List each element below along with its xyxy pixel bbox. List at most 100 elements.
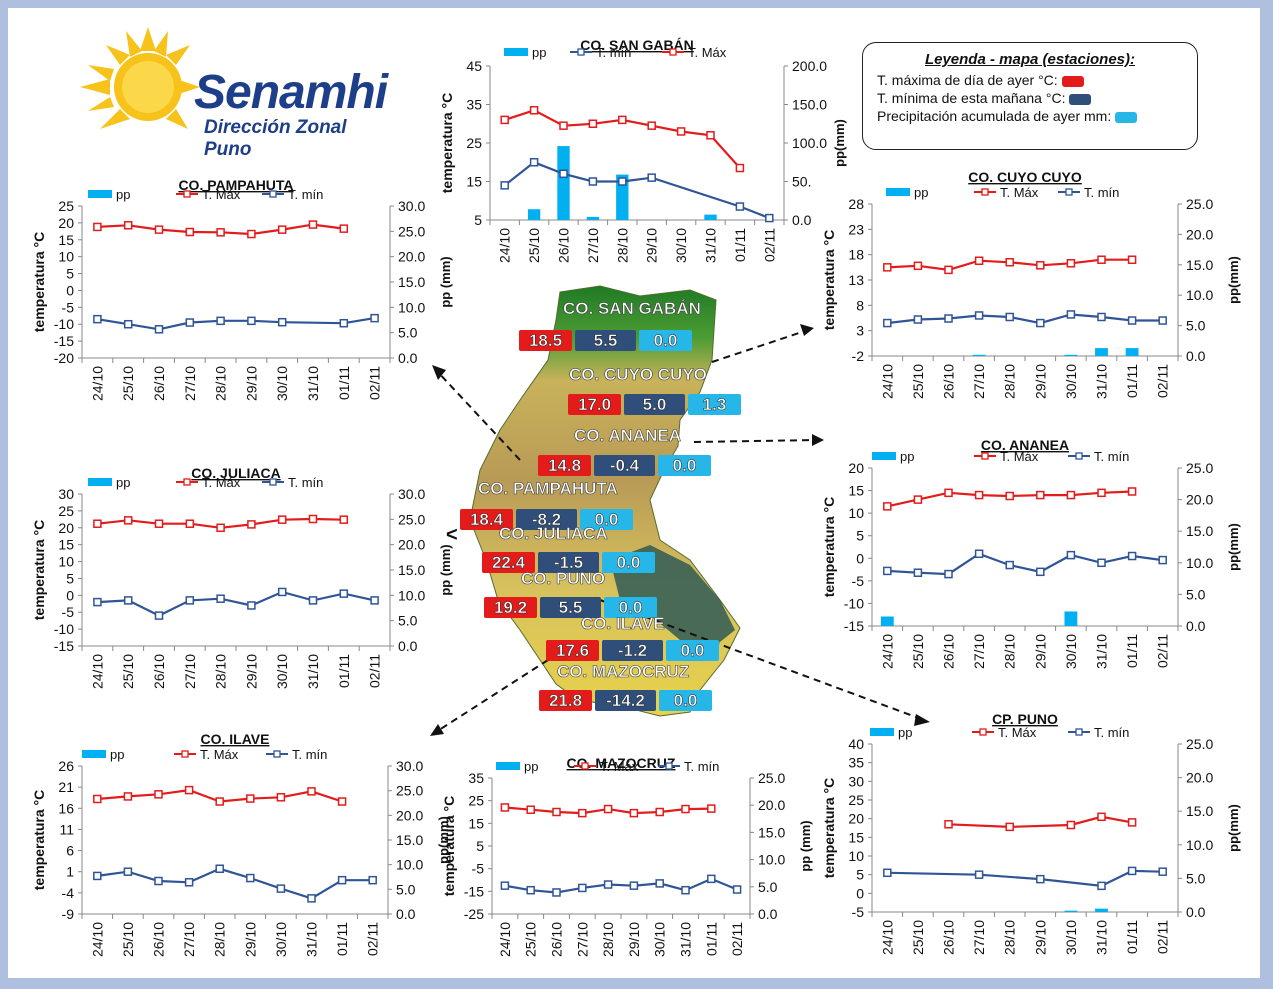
series-point (1036, 490, 1045, 500)
y-axis-label: temperatura °C (821, 778, 837, 879)
station-pp-box (688, 394, 741, 415)
station-tmax-value: 14.8 (548, 456, 581, 475)
series-point (123, 221, 133, 230)
y2-tick-label: 15.0 (758, 824, 785, 840)
y2-tick-label: 25.0 (1186, 736, 1213, 752)
station-pp-box (604, 597, 657, 618)
series-point (1158, 316, 1167, 325)
y2-tick-label: 25.0 (1186, 460, 1213, 476)
series-point (629, 808, 639, 818)
y-tick-label: 15 (848, 829, 864, 845)
y-tick-label: -5 (62, 299, 75, 315)
x-tick-label: 24/10 (89, 922, 105, 957)
series-point (676, 127, 686, 136)
legend-label: pp (914, 185, 928, 200)
series-point (500, 881, 510, 890)
y-tick-label: 15 (848, 483, 864, 499)
legend-label: T. Máx (1000, 185, 1039, 200)
station-pp-value: 0.0 (617, 553, 641, 572)
station-tmax-box (539, 690, 592, 711)
series-point (552, 807, 561, 817)
y2-tick-label: 25.0 (396, 783, 423, 799)
x-tick-label: 29/10 (1032, 920, 1048, 955)
legend-marker (981, 452, 989, 460)
legend-label: pp (898, 725, 912, 740)
pp-bar (1064, 611, 1078, 626)
series-point (1036, 567, 1045, 577)
y-tick-label: 35 (468, 770, 484, 786)
series-point (368, 875, 377, 885)
y-tick-label: 25 (466, 135, 482, 151)
x-tick-label: 27/10 (971, 364, 987, 399)
series-point (276, 793, 286, 802)
y-tick-label: -10 (844, 595, 864, 611)
station-pp-box (602, 552, 655, 573)
pp-bar (557, 146, 570, 220)
y-tick-label: 5 (474, 212, 482, 228)
series-point (603, 880, 613, 889)
y2-tick-label: 0.0 (792, 212, 812, 228)
x-tick-label: 26/10 (151, 654, 167, 689)
pp-bar (972, 354, 986, 356)
x-tick-label: 31/10 (1094, 634, 1110, 669)
y-axis-label: temperatura °C (821, 230, 837, 331)
x-tick-label: 30/10 (274, 366, 290, 401)
x-tick-label: 02/11 (729, 922, 745, 956)
series-point (588, 177, 598, 186)
x-tick-label: 30/10 (274, 654, 290, 689)
y2-tick-label: 20.0 (1186, 226, 1213, 242)
series-point (1005, 258, 1014, 267)
station-6: CO. ILAVE 17.6 -1.2 0.0 (546, 614, 719, 661)
y2-tick-label: 0.0 (396, 906, 416, 922)
y2-tick-label: 200.0 (792, 58, 827, 74)
station-tmin-value: 5.5 (559, 598, 583, 617)
series-point (123, 319, 133, 329)
y2-tick-label: 15.0 (1186, 257, 1213, 273)
x-tick-label: 02/11 (1155, 920, 1171, 954)
station-pp-value: 0.0 (673, 456, 697, 475)
legend-label: T. Máx (600, 759, 639, 774)
legend-label: T. Máx (202, 475, 241, 490)
series-point (184, 785, 194, 795)
legend-marker (981, 188, 989, 196)
x-tick-label: 29/10 (1032, 364, 1048, 399)
chart-title: CO. CUYO CUYO (968, 169, 1082, 185)
series-point (529, 158, 539, 167)
x-tick-label: 30/10 (273, 922, 289, 957)
y-tick-label: 18 (848, 247, 864, 263)
x-tick-label: 29/10 (243, 654, 259, 689)
chart-4: CO. MAZOCRUZ3525155-5-15-2525.020.015.01… (441, 755, 813, 957)
station-5: CO. PUNO 19.2 5.5 0.0 (484, 569, 657, 618)
station-tmax-value: 22.4 (492, 553, 526, 572)
legend-label: T. mín (1084, 185, 1119, 200)
series-point (93, 871, 102, 881)
chart-title: CO. SAN GABÁN (580, 37, 694, 53)
station-pp-box (659, 690, 712, 711)
y-tick-label: -15 (844, 618, 864, 634)
series-point (93, 519, 102, 528)
y2-tick-label: 20.0 (398, 537, 425, 553)
logo-name: Senamhi (194, 66, 388, 119)
legend-pp-swatch (872, 452, 896, 460)
legend-marker (669, 48, 677, 56)
station-pp-box (666, 640, 719, 661)
x-tick-label: 28/10 (1002, 920, 1018, 955)
pp-bar (1095, 348, 1108, 356)
y2-tick-label: 15.0 (1186, 523, 1213, 539)
legend-label: T. mín (1094, 449, 1129, 464)
series-point (216, 316, 225, 326)
chart-title: CO. ANANEA (981, 437, 1069, 453)
station-1: CO. CUYO CUYO 17.0 5.0 1.3 (568, 365, 741, 415)
series-point (123, 596, 133, 605)
series-point (559, 121, 568, 130)
station-pp-value: 0.0 (654, 331, 678, 350)
series-point (277, 225, 287, 234)
y-tick-label: 5 (66, 266, 74, 282)
x-tick-label: 31/10 (305, 366, 321, 401)
station-tmax-value: 18.4 (470, 510, 504, 529)
series-point (944, 569, 953, 579)
legend-label: pp (900, 449, 914, 464)
y-tick-label: 23 (848, 221, 864, 237)
